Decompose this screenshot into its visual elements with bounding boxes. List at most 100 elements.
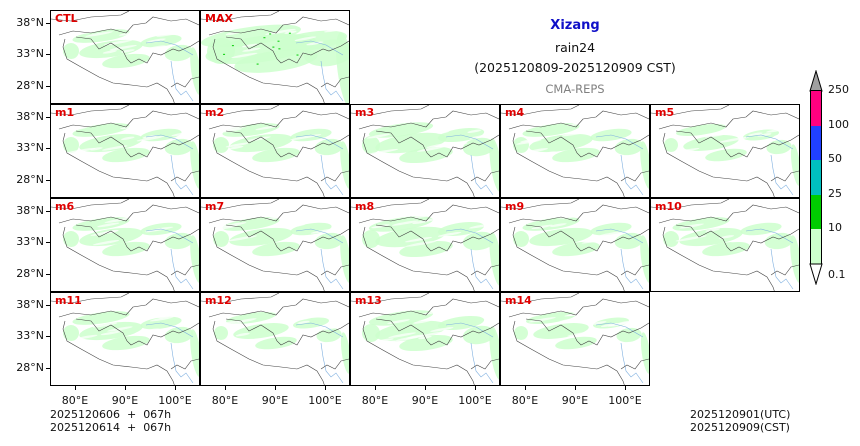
- y-tick-mark: [46, 368, 50, 369]
- panel-label: m13: [355, 294, 382, 307]
- panel-label: m1: [55, 106, 75, 119]
- map-panel-m4: m4: [500, 104, 650, 198]
- x-tick-label: 90°E: [261, 394, 289, 407]
- y-tick-label: 33°N: [16, 47, 44, 60]
- init-time-line-2: 2025120614 + 067h: [50, 421, 172, 434]
- chart-title-variable: rain24: [554, 40, 596, 55]
- y-tick-label: 33°N: [16, 329, 44, 342]
- map-panel-m5: m5: [650, 104, 800, 198]
- map-panel-m7: m7: [200, 198, 350, 292]
- precip-map: [651, 105, 799, 197]
- y-tick-label: 33°N: [16, 235, 44, 248]
- y-tick-mark: [46, 305, 50, 306]
- panel-label: m7: [205, 200, 225, 213]
- precip-map: [51, 105, 199, 197]
- map-panel-m13: m13: [350, 292, 500, 386]
- precip-map: [501, 293, 649, 385]
- chart-title-period: (2025120809-2025120909 CST): [474, 60, 676, 75]
- y-tick-label: 38°N: [16, 298, 44, 311]
- panel-label: m3: [355, 106, 375, 119]
- x-tick-mark: [575, 386, 576, 390]
- x-tick-mark: [325, 386, 326, 390]
- x-tick-label: 100°E: [308, 394, 342, 407]
- x-tick-mark: [175, 386, 176, 390]
- colorbar-level-label: 100: [828, 117, 849, 131]
- panel-label: MAX: [205, 12, 233, 25]
- map-panel-m1: m1: [50, 104, 200, 198]
- precip-map: [201, 199, 349, 291]
- x-tick-mark: [225, 386, 226, 390]
- y-tick-label: 38°N: [16, 204, 44, 217]
- colorbar-segment: [810, 159, 822, 195]
- colorbar-under-arrow: [809, 263, 823, 285]
- x-tick-label: 100°E: [158, 394, 192, 407]
- x-tick-label: 80°E: [361, 394, 389, 407]
- init-time-line-1: 2025120606 + 067h: [50, 408, 172, 421]
- y-tick-label: 28°N: [16, 361, 44, 374]
- x-tick-mark: [75, 386, 76, 390]
- y-tick-mark: [46, 54, 50, 55]
- precip-map: [51, 11, 199, 103]
- panel-label: m5: [655, 106, 675, 119]
- map-panel-m14: m14: [500, 292, 650, 386]
- x-tick-label: 90°E: [411, 394, 439, 407]
- x-tick-label: 80°E: [211, 394, 239, 407]
- y-tick-mark: [46, 23, 50, 24]
- y-tick-mark: [46, 274, 50, 275]
- map-panel-max: MAX: [200, 10, 350, 104]
- x-tick-mark: [625, 386, 626, 390]
- map-panel-m6: m6: [50, 198, 200, 292]
- colorbar-level-label: 250: [828, 83, 849, 96]
- y-tick-mark: [46, 336, 50, 337]
- precip-map: [351, 105, 499, 197]
- y-tick-mark: [46, 180, 50, 181]
- precip-map: [201, 11, 349, 103]
- chart-title-region: Xizang: [550, 18, 600, 33]
- precip-map: [201, 293, 349, 385]
- precip-map: [351, 199, 499, 291]
- colorbar-level-label: 25: [828, 186, 842, 200]
- x-tick-mark: [475, 386, 476, 390]
- map-panel-m10: m10: [650, 198, 800, 292]
- panel-label: m9: [505, 200, 525, 213]
- map-panel-m12: m12: [200, 292, 350, 386]
- y-tick-label: 33°N: [16, 141, 44, 154]
- x-tick-label: 100°E: [608, 394, 642, 407]
- colorbar-over-arrow: [809, 70, 823, 92]
- map-panel-m8: m8: [350, 198, 500, 292]
- panel-label: m4: [505, 106, 525, 119]
- panel-label: m6: [55, 200, 75, 213]
- y-tick-mark: [46, 242, 50, 243]
- x-tick-mark: [425, 386, 426, 390]
- y-tick-mark: [46, 86, 50, 87]
- x-tick-mark: [275, 386, 276, 390]
- colorbar-segment: [810, 124, 822, 160]
- panel-label: CTL: [55, 12, 78, 25]
- precip-map: [51, 199, 199, 291]
- y-tick-label: 38°N: [16, 16, 44, 29]
- x-tick-mark: [375, 386, 376, 390]
- map-panel-ctl: CTL: [50, 10, 200, 104]
- map-panel-m3: m3: [350, 104, 500, 198]
- valid-time-cst: 2025120909(CST): [690, 421, 790, 434]
- precip-map: [501, 105, 649, 197]
- precip-map: [51, 293, 199, 385]
- precip-map: [351, 293, 499, 385]
- panel-label: m14: [505, 294, 532, 307]
- y-tick-mark: [46, 211, 50, 212]
- x-tick-label: 90°E: [111, 394, 139, 407]
- colorbar-level-label: 0.1: [828, 267, 846, 281]
- precip-map: [501, 199, 649, 291]
- panel-label: m2: [205, 106, 225, 119]
- y-tick-mark: [46, 148, 50, 149]
- y-tick-label: 28°N: [16, 79, 44, 92]
- x-tick-label: 90°E: [561, 394, 589, 407]
- panel-label: m10: [655, 200, 682, 213]
- valid-time-utc: 2025120901(UTC): [690, 408, 791, 421]
- colorbar-segment: [810, 193, 822, 229]
- map-panel-m9: m9: [500, 198, 650, 292]
- x-tick-mark: [525, 386, 526, 390]
- y-tick-label: 38°N: [16, 110, 44, 123]
- x-tick-mark: [125, 386, 126, 390]
- colorbar-segment: [810, 228, 822, 264]
